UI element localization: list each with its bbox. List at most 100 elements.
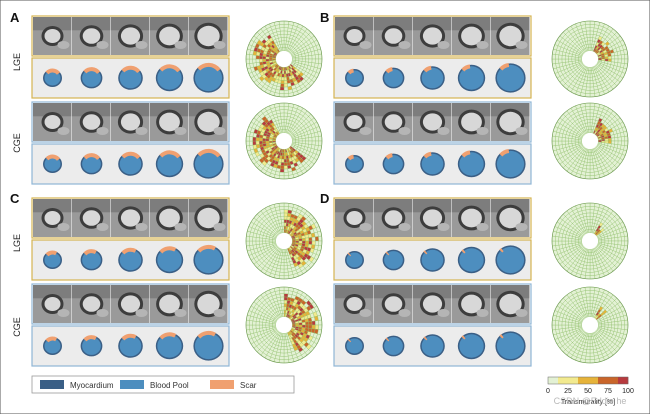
polar-segment [278,175,285,180]
polar-segment [318,324,323,331]
polar-map-a-lge [245,20,323,98]
mri-heart-cavity [499,111,522,133]
polar-segment [262,58,267,63]
mri-tile-shade [72,285,111,299]
mri-tissue [213,309,226,317]
polar-segment [252,54,257,60]
mri-tile-shade [33,199,72,213]
polar-segment [607,237,612,242]
polar-segment [611,237,616,242]
strip-frame [31,15,230,57]
seg-blood-pool [119,335,142,357]
polar-segment [255,58,260,63]
polar-segment [283,209,289,214]
colorbar-cell [578,377,581,384]
polar-segment [283,333,286,337]
mri-tissue [96,127,109,135]
colorbar-cell [618,377,621,384]
seg-blood-pool [157,66,182,90]
mri-heart-cavity [159,112,180,132]
mri-heart-cavity [346,115,363,129]
colorbar-cell [558,377,561,384]
seg-scar [461,64,471,72]
polar-segment [585,106,591,111]
polar-segment [278,102,285,107]
colorbar-cell [554,377,557,384]
watermark: CSDN @Eddie he [554,396,627,406]
mri-tissue [96,223,109,231]
mri-tissue [515,41,528,49]
polar-segment [301,137,306,142]
seg-scar [347,68,354,75]
polar-segment [586,112,591,117]
polar-segment [555,324,560,330]
polar-map-a-cge [245,102,323,180]
seg-scar [159,246,177,254]
colorbar-cell [622,377,625,384]
polar-segment [279,206,285,211]
seg-scar [159,332,177,340]
polar-segment [279,352,285,357]
mri-heart-cavity [44,29,61,43]
polar-segment [308,58,313,63]
polar-segment [555,320,560,326]
mri-tile-shade [111,285,150,299]
polar-segment [617,320,622,326]
mri-heart-cavity [384,114,403,130]
lge-segmentation-strip-c [31,239,230,281]
polar-segment [584,202,591,207]
polar-segment [258,240,263,245]
polar-segment [620,140,625,146]
colorbar-cell [586,377,589,384]
polar-segment [292,239,296,242]
seg-blood-pool [421,153,444,175]
polar-segment [283,158,288,163]
colorbar-tick-100: 100 [622,388,634,395]
colorbar-tick-25: 25 [564,388,572,395]
seg-scar [197,62,221,72]
polar-segment [283,252,287,257]
polar-segment [584,20,591,25]
polar-segment [295,238,300,242]
mri-tissue [398,41,411,49]
cge-image-strip-c [31,283,230,325]
polar-segment [587,306,591,311]
polar-segment [283,152,287,157]
polar-segment [283,258,288,263]
polar-segment [279,89,285,94]
polar-segment [589,275,596,280]
polar-segment [585,271,591,276]
cge-segmentation-strip-c [31,325,230,367]
polar-segment [314,324,319,330]
mri-heart-cavity [159,208,180,228]
polar-segment [279,290,285,295]
polar-segment [281,40,285,45]
mri-tissue [174,309,187,317]
polar-segment [589,158,594,163]
seg-blood-pool [82,251,101,269]
polar-segment [308,321,313,326]
polar-segment [308,137,313,142]
polar-segment [589,268,595,273]
polar-segment [601,56,606,60]
seg-scar [385,67,393,74]
seg-scar [159,150,181,159]
polar-segment [558,140,563,146]
polar-segment [282,129,285,133]
polar-segment [252,136,257,142]
polar-segment [620,58,625,64]
polar-segment [280,33,285,38]
polar-segment [308,140,313,145]
polar-segment [589,102,596,107]
mri-tissue [437,223,450,231]
seg-blood-pool [44,338,61,354]
polar-segment [278,202,285,207]
colorbar-cell [556,377,559,384]
polar-segment [551,58,556,65]
polar-segment [279,24,285,29]
polar-segment [585,352,591,357]
seg-scar [461,150,471,158]
polar-segment [586,115,591,120]
seg-blood-pool [194,246,223,274]
polar-segment [245,53,250,60]
